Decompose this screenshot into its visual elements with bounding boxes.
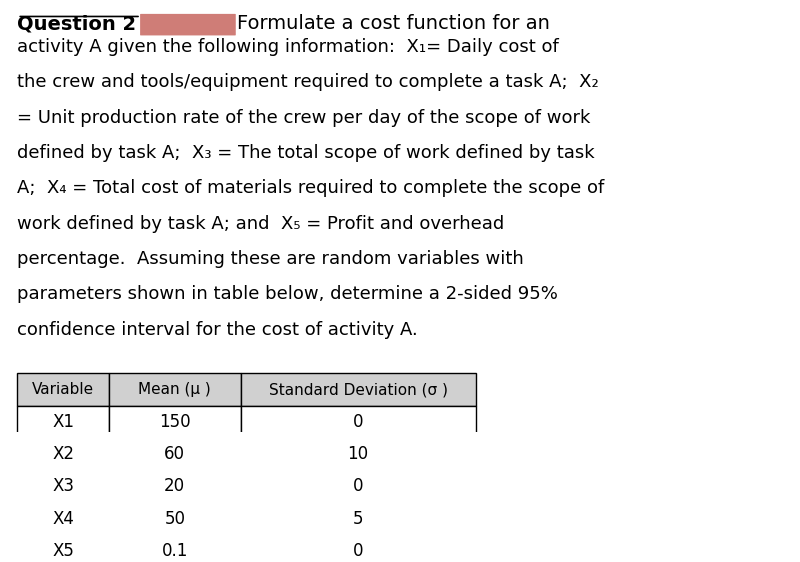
Text: 0.1: 0.1 [162, 542, 188, 560]
Bar [109, 373, 241, 406]
Bar [109, 438, 241, 470]
Text: percentage.  Assuming these are random variables with: percentage. Assuming these are random va… [18, 250, 524, 268]
Bar [241, 406, 476, 438]
Text: work defined by task A; and  X₅ = Profit and overhead: work defined by task A; and X₅ = Profit … [18, 215, 505, 233]
Bar [18, 373, 109, 406]
Text: 50: 50 [164, 510, 186, 528]
Text: Formulate a cost function for an: Formulate a cost function for an [237, 14, 550, 33]
Bar [109, 470, 241, 502]
Text: X1: X1 [52, 413, 74, 431]
Text: X5: X5 [52, 542, 74, 560]
Text: X3: X3 [52, 478, 74, 496]
Text: X4: X4 [52, 510, 74, 528]
Text: Standard Deviation (σ ): Standard Deviation (σ ) [269, 382, 448, 397]
Bar [241, 373, 476, 406]
Text: 20: 20 [164, 478, 186, 496]
Bar [18, 502, 109, 535]
Text: X2: X2 [52, 445, 74, 463]
Text: 0: 0 [353, 413, 363, 431]
Text: parameters shown in table below, determine a 2-sided 95%: parameters shown in table below, determi… [18, 285, 558, 303]
Bar [18, 470, 109, 502]
Text: = Unit production rate of the crew per day of the scope of work: = Unit production rate of the crew per d… [18, 108, 590, 126]
Text: A;  X₄ = Total cost of materials required to complete the scope of: A; X₄ = Total cost of materials required… [18, 179, 605, 197]
Bar [109, 535, 241, 562]
Bar [18, 438, 109, 470]
Text: activity A given the following information:  X₁= Daily cost of: activity A given the following informati… [18, 38, 559, 56]
Bar [241, 438, 476, 470]
Text: 10: 10 [347, 445, 369, 463]
Bar [18, 535, 109, 562]
Text: 5: 5 [353, 510, 363, 528]
Bar [109, 502, 241, 535]
Text: Variable: Variable [32, 382, 94, 397]
Text: defined by task A;  X₃ = The total scope of work defined by task: defined by task A; X₃ = The total scope … [18, 144, 595, 162]
Text: Mean (μ ): Mean (μ ) [138, 382, 211, 397]
Text: 150: 150 [159, 413, 190, 431]
Text: 60: 60 [164, 445, 186, 463]
Text: Question 2: Question 2 [18, 14, 137, 33]
Text: the crew and tools/equipment required to complete a task A;  X₂: the crew and tools/equipment required to… [18, 74, 599, 92]
Text: 0: 0 [353, 542, 363, 560]
Text: confidence interval for the cost of activity A.: confidence interval for the cost of acti… [18, 321, 418, 339]
Bar [18, 406, 109, 438]
Text: 0: 0 [353, 478, 363, 496]
Bar [241, 470, 476, 502]
FancyBboxPatch shape [140, 14, 236, 35]
Bar [109, 406, 241, 438]
Bar [241, 502, 476, 535]
Bar [241, 535, 476, 562]
